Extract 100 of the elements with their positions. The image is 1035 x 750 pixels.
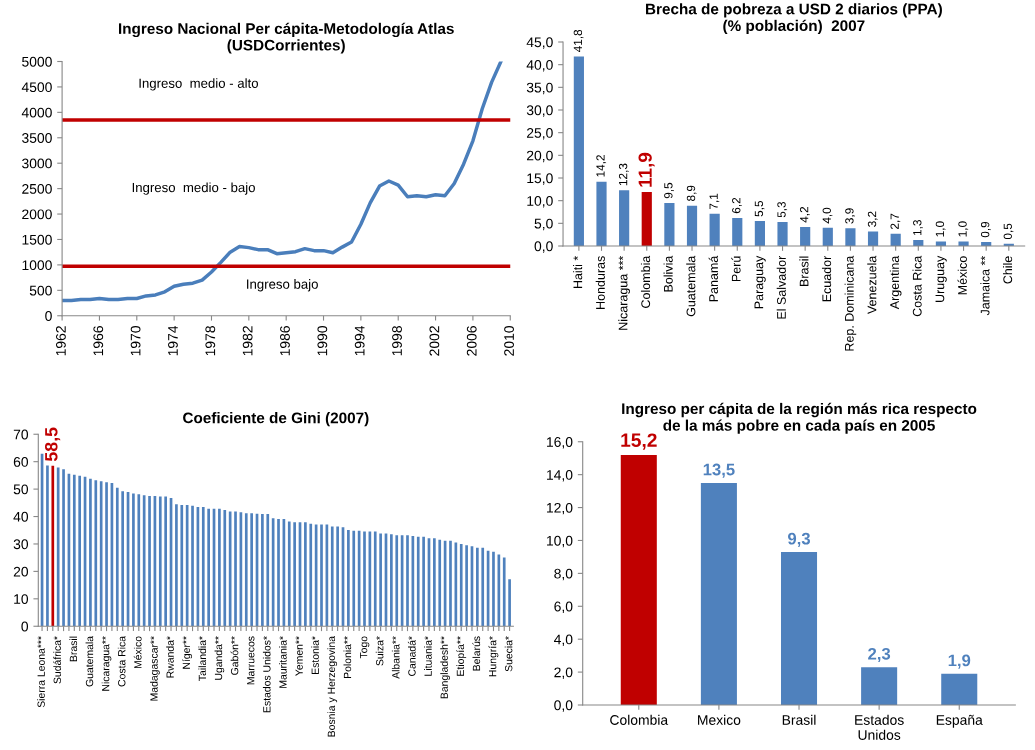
bar — [406, 535, 409, 627]
data-label: 13,5 — [703, 463, 735, 478]
x-tick-label: Guatemala — [686, 255, 696, 317]
y-tick-label: 1000 — [22, 260, 52, 271]
y-tick-label: 35,0 — [526, 82, 553, 95]
data-label: 12,3 — [618, 163, 629, 186]
x-tick-label: España — [936, 714, 983, 728]
x-tick-label: Níger** — [182, 636, 193, 669]
bar — [330, 526, 334, 627]
bar — [347, 529, 350, 627]
bar — [105, 482, 108, 627]
x-tick-label: Honduras — [595, 256, 605, 309]
data-label: 1,3 — [913, 220, 923, 236]
bar — [845, 228, 856, 246]
x-tick-label: Uganda** — [214, 636, 225, 680]
x-tick-label: Chile — [1002, 256, 1013, 284]
bar — [46, 465, 49, 627]
x-tick-label: Colombia — [640, 255, 651, 308]
x-tick-label: Brasil — [69, 636, 78, 662]
x-tick-label: 1982 — [242, 326, 253, 356]
data-label: 4,2 — [799, 206, 810, 223]
bar — [78, 475, 82, 627]
x-tick-label: Guatemala — [85, 635, 94, 687]
y-tick-label: 10,0 — [547, 535, 573, 548]
bar — [709, 213, 720, 246]
bar — [320, 524, 323, 627]
bar — [148, 495, 151, 627]
data-label: 41,8 — [573, 29, 584, 53]
data-label: 7,1 — [709, 193, 720, 210]
y-tick-label: 0,0 — [534, 241, 553, 253]
y-tick-label: 3500 — [22, 133, 52, 143]
y-tick-label: 3000 — [22, 158, 52, 169]
x-tick-label: Lituania* — [424, 636, 432, 676]
data-label: 58,5 — [44, 427, 61, 462]
x-tick-label: Suecia* — [504, 636, 513, 672]
bar — [941, 673, 978, 705]
bar — [304, 522, 307, 627]
y-tick-label: 5000 — [22, 56, 52, 67]
x-tick-label: Ecuador — [821, 255, 832, 302]
y-tick-label: 60 — [13, 457, 29, 467]
x-tick-label: 1990 — [317, 326, 328, 356]
x-tick-label: 1970 — [130, 326, 141, 356]
bar — [56, 467, 60, 627]
bar — [277, 519, 280, 627]
x-tick-label: 2006 — [466, 326, 477, 356]
bar — [201, 506, 205, 627]
bar — [293, 522, 296, 627]
bar — [234, 511, 237, 627]
x-tick-label: Sudáfrica* — [53, 636, 61, 684]
bar — [62, 469, 65, 627]
bar — [142, 495, 146, 627]
y-tick-label: 6,0 — [554, 601, 573, 614]
y-tick-label: 0 — [21, 621, 29, 632]
bar — [958, 241, 969, 246]
x-tick-label: 2002 — [429, 326, 440, 356]
y-tick-label: 2500 — [22, 183, 52, 194]
y-tick-label: 4500 — [21, 82, 52, 93]
bar — [800, 226, 811, 246]
y-tick-label: 14,0 — [547, 469, 573, 482]
bar — [780, 551, 818, 705]
x-tick-label: Haiti * — [573, 255, 583, 289]
x-tick-label: Yemen** — [295, 636, 303, 676]
bar — [754, 221, 765, 246]
bar — [492, 551, 495, 627]
x-tick-label: Panamá — [708, 255, 718, 302]
y-tick-label: 20 — [13, 566, 29, 577]
x-tick-label: Tailandia* — [198, 636, 207, 681]
x-tick-label: 1974 — [168, 325, 178, 356]
x-tick-label: Estados Unidos — [855, 714, 904, 740]
x-tick-label: El Salvador — [776, 255, 786, 319]
x-tick-label: Belarús — [472, 636, 481, 671]
annotation: Ingreso medio - alto — [139, 78, 259, 91]
bar — [502, 557, 506, 627]
bar — [207, 508, 210, 627]
x-tick-label: Polonia** — [343, 636, 352, 678]
x-tick-label: Marruecos — [247, 636, 255, 685]
bar — [287, 521, 291, 627]
y-tick-label: 40 — [13, 511, 29, 522]
x-tick-label: Nicaragua** — [101, 636, 112, 691]
bar — [476, 547, 479, 627]
data-label: 9,5 — [664, 182, 674, 199]
x-tick-label: 1994 — [354, 325, 365, 356]
x-tick-label: Brasil — [782, 714, 816, 725]
data-label: 2,3 — [868, 647, 891, 663]
x-tick-label: Estonia* — [311, 636, 319, 674]
bar — [191, 505, 194, 627]
y-tick-label: 5,0 — [534, 218, 553, 231]
x-tick-label: Paraguay — [754, 255, 766, 309]
x-tick-label: Jamaica ** — [980, 255, 990, 316]
x-tick-label: 1978 — [205, 326, 216, 356]
data-label: 3,2 — [867, 211, 878, 227]
data-label: 14,2 — [596, 155, 607, 177]
bar — [379, 533, 382, 627]
x-tick-label: 2010 — [504, 326, 514, 356]
y-tick-label: 4,0 — [554, 634, 573, 646]
y-tick-label: 16,0 — [547, 437, 573, 449]
y-tick-label: 2,0 — [554, 667, 573, 679]
y-tick-label: 15,0 — [527, 173, 553, 185]
data-label: 0,9 — [980, 221, 991, 238]
bar — [459, 543, 463, 627]
